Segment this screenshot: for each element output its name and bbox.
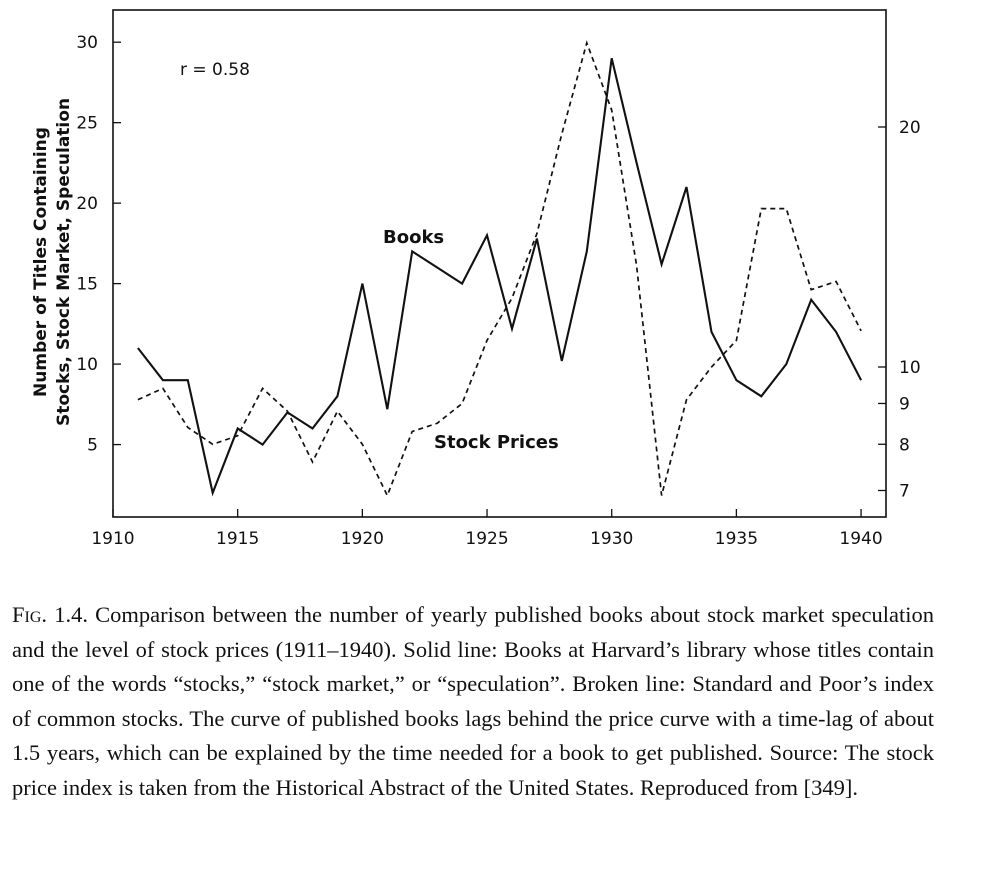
series-layer [137, 40, 863, 498]
stock-prices-line [137, 40, 862, 498]
left-y-tick-label: 10 [76, 355, 98, 375]
plot-frame [112, 9, 887, 518]
figure-caption: Fig. 1.4. Comparison between the number … [12, 598, 934, 805]
books-series-label: Books [383, 227, 444, 248]
right-y-tick-label: 10 [899, 358, 921, 378]
chart-figure: 1910 1915 1920 1925 1930 1935 1940 5 10 15 20 25 30… [31, 9, 921, 549]
left-y-axis: 5 10 15 20 25 30 [76, 33, 121, 456]
right-y-tick-label: 7 [899, 481, 910, 501]
x-tick-label: 1925 [465, 529, 508, 549]
stock-prices-series-label: Stock Prices [434, 432, 559, 453]
left-y-tick-label: 15 [76, 275, 98, 295]
left-y-tick-label: 25 [76, 114, 98, 134]
y-axis-title-line2: Stocks, Stock Market, Speculation [54, 98, 74, 426]
right-y-tick-label: 8 [899, 435, 910, 455]
x-tick-label: 1935 [715, 529, 758, 549]
figure-label: Fig. 1.4. [12, 602, 88, 627]
right-y-axis: 7 8 9 10 20 [878, 118, 921, 501]
x-tick-label: 1915 [216, 529, 259, 549]
x-tick-label: 1930 [590, 529, 633, 549]
right-y-tick-label: 20 [899, 118, 921, 138]
right-y-tick-label: 9 [899, 394, 910, 414]
left-y-tick-label: 5 [87, 436, 98, 456]
x-axis: 1910 1915 1920 1925 1930 1935 1940 [91, 509, 883, 549]
y-axis-title-line1: Number of Titles Containing [31, 127, 51, 397]
correlation-annotation: r = 0.58 [180, 60, 250, 80]
x-tick-label: 1910 [91, 529, 134, 549]
books-line [137, 58, 863, 497]
caption-text: Comparison between the number of yearly … [12, 602, 934, 800]
left-y-tick-label: 20 [76, 194, 98, 214]
left-y-tick-label: 30 [76, 33, 98, 53]
x-tick-label: 1940 [839, 529, 882, 549]
line-chart: 1910 1915 1920 1925 1930 1935 1940 5 10 15 20 25 30… [31, 9, 921, 549]
x-tick-label: 1920 [341, 529, 384, 549]
